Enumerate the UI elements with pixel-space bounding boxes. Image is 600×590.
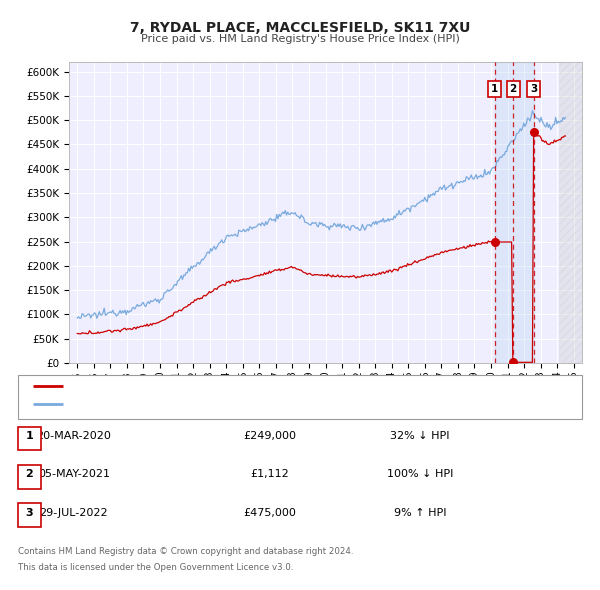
Text: 7, RYDAL PLACE, MACCLESFIELD, SK11 7XU: 7, RYDAL PLACE, MACCLESFIELD, SK11 7XU bbox=[130, 21, 470, 35]
Text: 7, RYDAL PLACE, MACCLESFIELD, SK11 7XU (detached house): 7, RYDAL PLACE, MACCLESFIELD, SK11 7XU (… bbox=[69, 382, 390, 391]
Text: £1,112: £1,112 bbox=[251, 470, 289, 479]
Text: 32% ↓ HPI: 32% ↓ HPI bbox=[390, 431, 450, 441]
Text: 1: 1 bbox=[491, 84, 498, 94]
Text: 1: 1 bbox=[26, 431, 33, 441]
Text: 2: 2 bbox=[509, 84, 517, 94]
Text: 9% ↑ HPI: 9% ↑ HPI bbox=[394, 508, 446, 517]
Text: £475,000: £475,000 bbox=[244, 508, 296, 517]
Bar bbox=[559, 62, 582, 363]
Text: This data is licensed under the Open Government Licence v3.0.: This data is licensed under the Open Gov… bbox=[18, 563, 293, 572]
Text: 05-MAY-2021: 05-MAY-2021 bbox=[38, 470, 110, 479]
Text: Price paid vs. HM Land Registry's House Price Index (HPI): Price paid vs. HM Land Registry's House … bbox=[140, 34, 460, 44]
Text: £249,000: £249,000 bbox=[244, 431, 296, 441]
Text: 2: 2 bbox=[26, 470, 33, 479]
Text: HPI: Average price, detached house, Cheshire East: HPI: Average price, detached house, Ches… bbox=[69, 399, 334, 409]
Text: 3: 3 bbox=[26, 508, 33, 517]
Text: 20-MAR-2020: 20-MAR-2020 bbox=[37, 431, 111, 441]
Text: 100% ↓ HPI: 100% ↓ HPI bbox=[387, 470, 453, 479]
Text: Contains HM Land Registry data © Crown copyright and database right 2024.: Contains HM Land Registry data © Crown c… bbox=[18, 547, 353, 556]
Bar bbox=[494, 62, 533, 363]
Text: 3: 3 bbox=[530, 84, 537, 94]
Text: 29-JUL-2022: 29-JUL-2022 bbox=[40, 508, 108, 517]
